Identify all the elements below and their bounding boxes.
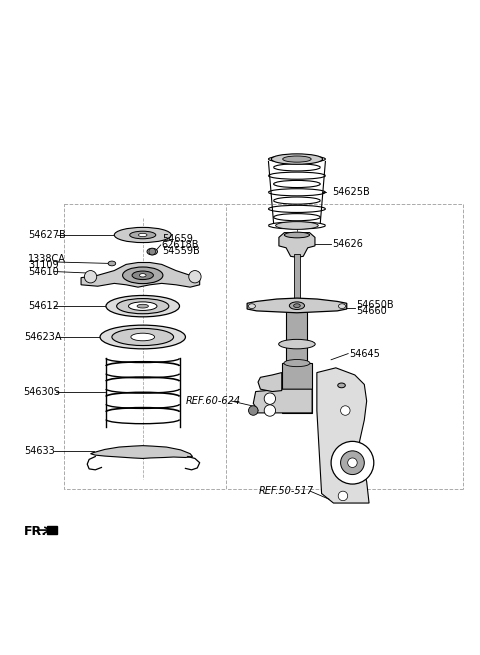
Ellipse shape <box>112 328 174 346</box>
Circle shape <box>149 248 156 255</box>
Ellipse shape <box>139 274 146 277</box>
Text: 54633: 54633 <box>24 446 55 456</box>
Text: 54623A: 54623A <box>24 332 61 342</box>
Text: 54659: 54659 <box>162 234 192 244</box>
Ellipse shape <box>129 302 157 310</box>
Ellipse shape <box>100 325 185 349</box>
Ellipse shape <box>284 232 310 238</box>
Ellipse shape <box>338 304 346 309</box>
Text: REF.50-517: REF.50-517 <box>259 486 314 496</box>
Text: FR.: FR. <box>24 525 47 538</box>
Text: 1338CA: 1338CA <box>28 253 66 264</box>
Text: 54650B: 54650B <box>356 300 394 310</box>
Polygon shape <box>91 445 192 458</box>
Ellipse shape <box>338 383 345 388</box>
Bar <box>282 363 312 413</box>
Circle shape <box>341 406 350 415</box>
Bar <box>294 254 300 299</box>
Ellipse shape <box>289 302 304 309</box>
Ellipse shape <box>117 299 169 314</box>
Text: 54630S: 54630S <box>23 386 60 396</box>
Text: 54625B: 54625B <box>333 187 370 197</box>
Text: 54612: 54612 <box>28 301 59 311</box>
Text: 31109: 31109 <box>28 260 59 270</box>
Ellipse shape <box>137 305 148 308</box>
Circle shape <box>264 405 276 416</box>
Text: REF.60-624: REF.60-624 <box>185 396 240 406</box>
Circle shape <box>249 406 258 415</box>
Ellipse shape <box>271 154 323 164</box>
Ellipse shape <box>108 261 116 266</box>
Polygon shape <box>279 233 315 257</box>
Ellipse shape <box>147 248 157 255</box>
Circle shape <box>348 458 357 468</box>
Ellipse shape <box>131 333 155 341</box>
Ellipse shape <box>106 295 180 317</box>
Circle shape <box>84 271 96 283</box>
Ellipse shape <box>284 360 310 367</box>
Ellipse shape <box>279 339 315 349</box>
Text: 54627B: 54627B <box>28 230 66 240</box>
Circle shape <box>189 271 201 283</box>
Circle shape <box>341 451 364 475</box>
Text: 54610: 54610 <box>28 267 59 276</box>
Ellipse shape <box>130 231 156 239</box>
Circle shape <box>331 441 374 484</box>
Ellipse shape <box>294 304 300 308</box>
Ellipse shape <box>114 227 171 242</box>
Bar <box>47 526 57 534</box>
Text: 54626: 54626 <box>333 240 363 250</box>
Ellipse shape <box>122 267 163 284</box>
Ellipse shape <box>138 233 147 236</box>
Circle shape <box>264 393 276 404</box>
Text: 62618B: 62618B <box>162 240 199 250</box>
Text: 54559B: 54559B <box>162 246 200 256</box>
Polygon shape <box>247 298 347 313</box>
Text: 54660: 54660 <box>356 306 387 316</box>
Ellipse shape <box>132 271 154 280</box>
Ellipse shape <box>248 304 255 309</box>
Circle shape <box>338 491 348 500</box>
Bar <box>287 309 307 363</box>
Ellipse shape <box>283 156 311 162</box>
Polygon shape <box>317 368 369 503</box>
Polygon shape <box>81 263 200 287</box>
Polygon shape <box>258 373 282 392</box>
Ellipse shape <box>276 221 318 229</box>
Polygon shape <box>253 389 312 413</box>
Text: 54645: 54645 <box>349 348 380 358</box>
